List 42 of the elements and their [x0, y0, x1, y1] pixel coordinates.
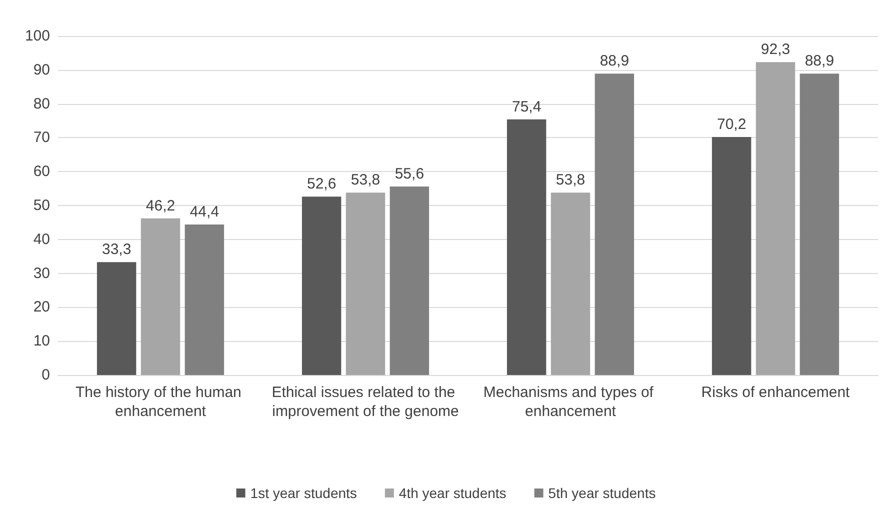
legend-label: 1st year students	[250, 485, 357, 501]
bar	[390, 186, 430, 375]
data-label: 33,3	[102, 241, 132, 258]
data-label: 53,8	[556, 172, 586, 189]
bar	[550, 192, 590, 375]
y-tick-label: 60	[33, 163, 50, 180]
bar	[594, 74, 634, 375]
bar	[800, 74, 840, 375]
data-label: 52,6	[306, 176, 336, 193]
y-tick-label: 80	[33, 95, 50, 112]
x-tick-label: Mechanisms and types of enhancement	[483, 384, 658, 420]
x-tick-label: Risks of enhancement	[701, 384, 851, 401]
bar	[506, 119, 546, 375]
y-tick-label: 100	[24, 28, 50, 44]
y-tick-label: 20	[33, 298, 50, 316]
legend-label: 4th year students	[398, 485, 506, 501]
bar	[712, 137, 752, 375]
y-tick-label: 0	[42, 366, 50, 384]
data-label: 75,4	[512, 98, 542, 116]
bar	[302, 196, 342, 375]
data-label: 53,8	[350, 172, 380, 189]
x-tick-label: Ethical issues related to the improvement of the genome	[272, 384, 460, 420]
x-tick-label: The history of the human enhancement	[75, 384, 246, 420]
legend-label: 5th year students	[548, 485, 656, 501]
y-tick-label: 10	[33, 332, 50, 350]
data-label: 44,4	[190, 203, 220, 220]
data-label: 46,2	[146, 197, 176, 214]
data-label: 88,9	[804, 52, 834, 70]
bar	[346, 192, 386, 375]
y-tick-label: 90	[33, 61, 50, 78]
y-tick-label: 40	[33, 230, 50, 248]
y-tick-label: 50	[33, 197, 50, 214]
data-label: 55,6	[394, 166, 424, 183]
bar	[756, 62, 796, 375]
data-label: 88,9	[600, 52, 630, 70]
y-tick-label: 30	[33, 264, 50, 282]
y-tick-label: 70	[33, 129, 50, 146]
data-label: 70,2	[716, 116, 746, 134]
bar	[184, 224, 224, 375]
data-label: 92,3	[760, 41, 790, 58]
bar	[140, 218, 180, 375]
bar	[96, 262, 136, 375]
